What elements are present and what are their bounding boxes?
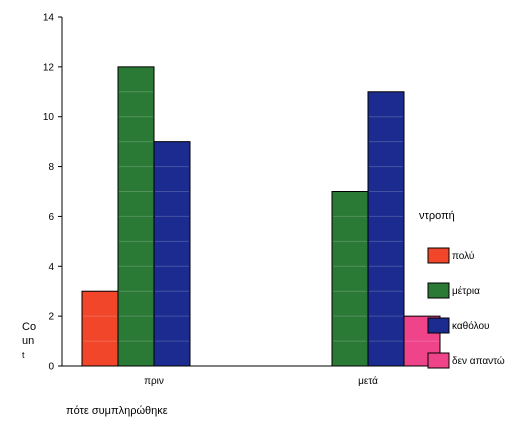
bar-μέτρια-πριν xyxy=(117,66,155,367)
y-axis-title: Co un t xyxy=(22,321,39,360)
y-axis-title-line-2: un xyxy=(22,335,34,347)
x-tick-label: πριν xyxy=(144,376,164,387)
x-axis-title: πότε συμπληρώθηκε xyxy=(66,405,168,417)
y-tick-label: 12 xyxy=(43,62,55,73)
bar-πολύ-πριν xyxy=(81,290,119,367)
y-tick-label: 14 xyxy=(43,13,55,24)
y-tick-label: 2 xyxy=(48,312,54,323)
legend-label: μέτρια xyxy=(452,285,480,297)
legend-label: πολύ xyxy=(452,250,474,262)
legend: ντροπή πολύ μέτρια καθόλου δεν απαντώ xyxy=(419,210,505,369)
legend-swatch xyxy=(427,352,450,369)
y-axis-title-line-1: Co xyxy=(22,321,36,333)
y-tick-label: 10 xyxy=(43,112,55,123)
bars xyxy=(81,66,441,367)
legend-label: δεν απαντώ xyxy=(452,355,505,367)
bar-καθόλου-πριν xyxy=(153,141,191,367)
y-axis-title-line-3: t xyxy=(22,350,25,360)
y-tick-label: 8 xyxy=(48,162,54,173)
legend-items: πολύ μέτρια καθόλου δεν απαντώ xyxy=(427,247,505,369)
y-tick-label: 6 xyxy=(48,212,54,223)
legend-label: καθόλου xyxy=(452,320,489,332)
bar-μέτρια-μετά xyxy=(331,191,369,367)
y-tick-label: 4 xyxy=(48,262,54,273)
x-axis-ticks: πριν μετά xyxy=(144,375,378,387)
legend-swatch xyxy=(427,282,450,299)
y-axis-ticks: 0 2 4 6 8 10 12 14 xyxy=(43,13,62,373)
y-tick-label: 0 xyxy=(48,362,54,373)
plot-area: 0 2 4 6 8 10 12 14 πριν μετά xyxy=(43,13,441,387)
legend-title: ντροπή xyxy=(419,210,455,222)
bar-καθόλου-μετά xyxy=(367,91,405,367)
x-tick-label: μετά xyxy=(358,375,378,387)
legend-swatch xyxy=(427,317,450,334)
legend-swatch xyxy=(427,247,450,264)
